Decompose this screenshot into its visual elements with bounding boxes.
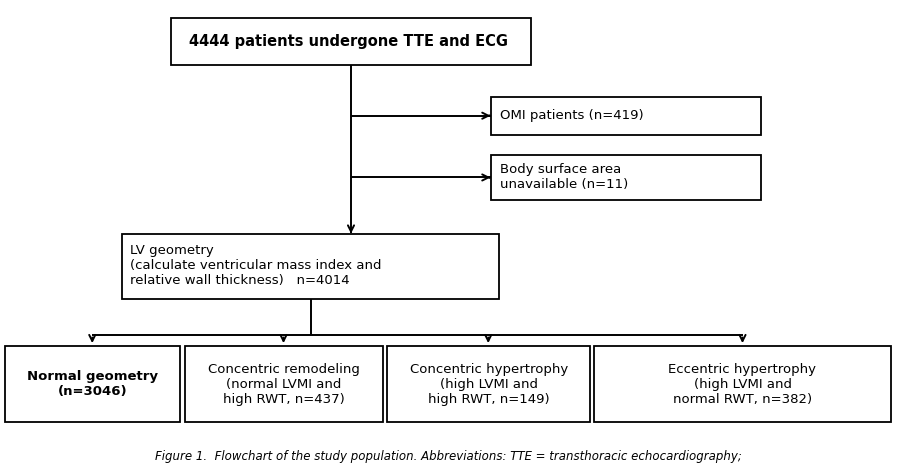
Text: Concentric hypertrophy
(high LVMI and
high RWT, n=149): Concentric hypertrophy (high LVMI and hi… [410,363,568,406]
Text: Body surface area
unavailable (n=11): Body surface area unavailable (n=11) [500,163,628,191]
FancyBboxPatch shape [387,346,590,422]
FancyBboxPatch shape [171,18,531,65]
FancyBboxPatch shape [491,96,760,135]
FancyBboxPatch shape [4,346,180,422]
Text: LV geometry
(calculate ventricular mass index and
relative wall thickness)   n=4: LV geometry (calculate ventricular mass … [130,244,382,287]
Text: Normal geometry
(n=3046): Normal geometry (n=3046) [27,370,158,398]
FancyBboxPatch shape [594,346,891,422]
Text: Concentric remodeling
(normal LVMI and
high RWT, n=437): Concentric remodeling (normal LVMI and h… [208,363,359,406]
Text: 4444 patients undergone TTE and ECG: 4444 patients undergone TTE and ECG [189,34,508,49]
FancyBboxPatch shape [122,234,500,299]
Text: OMI patients (n=419): OMI patients (n=419) [500,109,644,122]
FancyBboxPatch shape [184,346,382,422]
Text: Eccentric hypertrophy
(high LVMI and
normal RWT, n=382): Eccentric hypertrophy (high LVMI and nor… [669,363,816,406]
FancyBboxPatch shape [491,155,760,200]
Text: Figure 1.  Flowchart of the study population. Abbreviations: TTE = transthoracic: Figure 1. Flowchart of the study populat… [155,450,745,463]
